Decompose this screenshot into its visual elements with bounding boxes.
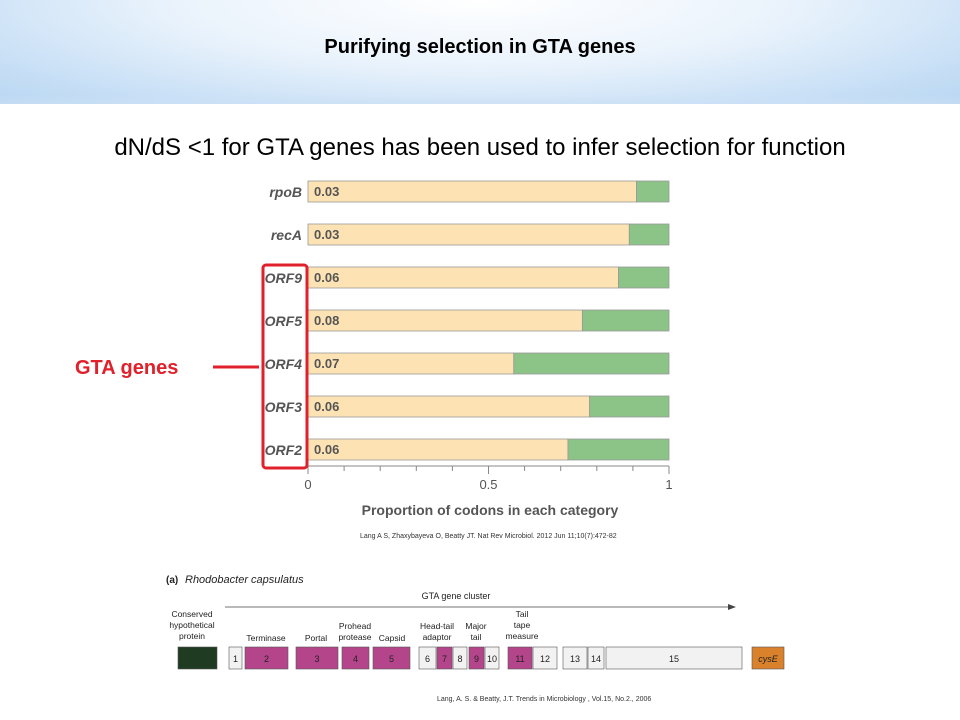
category-label-ORF2: ORF2 — [265, 442, 303, 458]
gta-genes-label: GTA genes — [75, 357, 179, 379]
gene-box — [532, 646, 558, 670]
subtitle: dN/dS <1 for GTA genes has been used to … — [114, 134, 846, 161]
category-label-ORF9: ORF9 — [265, 270, 303, 286]
x-axis-label: Proportion of codons in each category — [362, 502, 619, 518]
header-band — [0, 0, 960, 104]
bar-value-label: 0.07 — [314, 356, 339, 371]
gene-annotation: Portal — [305, 633, 327, 643]
gene-map-panel — [163, 571, 863, 691]
category-label-recA: recA — [271, 227, 302, 243]
gene-annotation: Head-tail adaptor — [420, 621, 454, 642]
gene-label: 15 — [669, 654, 679, 664]
bar-rpoB-secondary — [636, 180, 670, 203]
bar-value-label: 0.03 — [314, 227, 339, 242]
gene-label: 9 — [474, 654, 479, 664]
gene-box — [244, 646, 289, 670]
bar-value-label: 0.03 — [314, 184, 339, 199]
category-label-ORF5: ORF5 — [265, 313, 303, 329]
gene-label: 11 — [515, 654, 524, 664]
gene-annotation: Capsid — [379, 633, 406, 643]
gene-label: 6 — [425, 654, 430, 664]
gene-box — [507, 646, 533, 670]
bar-value-label: 0.06 — [314, 442, 339, 457]
gene-box — [605, 646, 743, 670]
gene-label: cysE — [758, 654, 779, 664]
gene-box — [341, 646, 370, 670]
bar-value-label: 0.08 — [314, 313, 339, 328]
gene-box — [295, 646, 339, 670]
gene-annotation: Tail tape measure — [505, 609, 538, 641]
bar-recA-secondary — [628, 223, 670, 246]
gene-annotation: Prohead protease — [338, 621, 371, 642]
gene-annotation: Conserved hypothetical protein — [169, 609, 214, 641]
gene-box — [372, 646, 411, 670]
cluster-label: GTA gene cluster — [422, 591, 491, 601]
gene-box — [452, 646, 468, 670]
gene-box — [177, 646, 218, 670]
bar-ORF3-secondary — [589, 395, 670, 418]
gene-box — [468, 646, 485, 670]
bar-value-label: 0.06 — [314, 399, 339, 414]
citation-top: Lang A S, Zhaxybayeva O, Beatty JT. Nat … — [360, 533, 617, 540]
gene-box — [228, 646, 243, 670]
gene-label: 14 — [591, 654, 601, 664]
panel-label: (a) — [166, 575, 178, 586]
category-label-ORF3: ORF3 — [265, 399, 303, 415]
bar-ORF2-secondary — [567, 438, 670, 461]
bar-value-label: 0.06 — [314, 270, 339, 285]
page-title: Purifying selection in GTA genes — [324, 36, 636, 58]
gene-box — [418, 646, 437, 670]
gene-annotation: Terminase — [246, 633, 285, 643]
bar-ORF5-secondary — [581, 309, 670, 332]
gene-label: 7 — [442, 654, 447, 664]
category-label-rpoB: rpoB — [269, 184, 302, 200]
gene-box — [436, 646, 453, 670]
gene-label: 4 — [353, 654, 358, 664]
gene-box — [562, 646, 588, 670]
gene-label: 2 — [264, 654, 269, 664]
gene-label: 1 — [233, 654, 238, 664]
category-label-ORF4: ORF4 — [265, 356, 303, 372]
bar-ORF9-secondary — [618, 266, 670, 289]
gene-box — [484, 646, 500, 670]
bar-ORF4-secondary — [513, 352, 670, 375]
gta-highlight-box — [261, 263, 309, 470]
x-tick-label: 0.5 — [479, 477, 497, 492]
gene-box — [751, 646, 785, 670]
gene-label: 5 — [389, 654, 394, 664]
x-tick-label: 0 — [304, 477, 311, 492]
x-tick-label: 1 — [665, 477, 672, 492]
organism-name: Rhodobacter capsulatus — [185, 574, 304, 586]
gene-label: 10 — [487, 654, 497, 664]
gene-label: 3 — [314, 654, 319, 664]
gene-annotation: Major tail — [465, 621, 486, 642]
gene-box — [587, 646, 605, 670]
citation-bottom: Lang, A. S. & Beatty, J.T. Trends in Mic… — [437, 696, 652, 703]
cluster-arrow-head — [728, 604, 736, 610]
gene-label: 8 — [457, 654, 462, 664]
gene-label: 13 — [570, 654, 580, 664]
gene-label: 12 — [540, 654, 550, 664]
